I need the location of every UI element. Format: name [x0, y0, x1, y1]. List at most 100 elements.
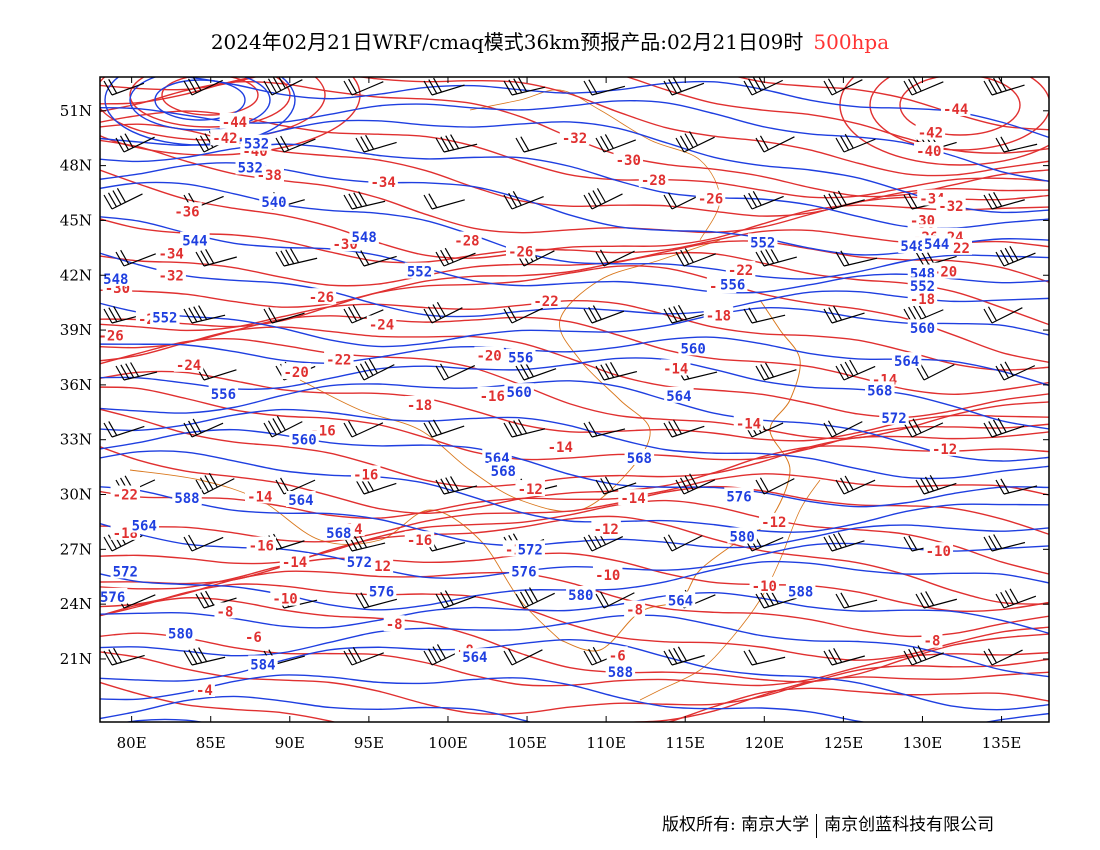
wind-barb-feather: [903, 650, 913, 666]
temperature-label: -32: [938, 199, 963, 215]
temperature-label: -10: [272, 592, 297, 608]
temperature-contour: [100, 445, 1049, 514]
wind-barb-feather: [113, 647, 123, 663]
wind-barb-feather: [275, 137, 285, 153]
wind-barb-feather: [423, 650, 433, 666]
lon-label: 85E: [196, 734, 226, 752]
wind-barb: [351, 652, 384, 666]
temperature-label-bg: [921, 631, 943, 648]
wind-barb-feather: [588, 306, 598, 322]
height-label: 584: [250, 657, 275, 673]
wind-barb-feather: [917, 645, 927, 660]
wind-barb-feather: [365, 134, 375, 150]
temperature-contour: [100, 499, 1049, 575]
wind-barb-feather: [828, 193, 838, 208]
temperature-contour: [100, 240, 1049, 287]
wind-barb: [671, 313, 706, 324]
wind-barb-feather: [115, 365, 125, 381]
temperature-contours: [100, 77, 1049, 722]
height-label: 548: [103, 272, 128, 288]
wind-barb: [843, 479, 876, 495]
height-label-bg: [488, 461, 519, 478]
wind-barb: [991, 199, 1025, 210]
height-label-bg: [515, 540, 545, 557]
height-label-bg: [150, 308, 180, 325]
wind-barb-feather: [188, 649, 198, 665]
wind-barb-feather: [199, 477, 209, 493]
height-label-bg: [110, 562, 141, 579]
height-label-bg: [907, 277, 938, 294]
wind-barb-feather: [103, 80, 113, 96]
wind-barb-feather: [680, 249, 690, 265]
wind-barb-feather: [423, 80, 433, 96]
wind-barb: [911, 422, 944, 438]
wind-barb: [271, 421, 303, 438]
wind-barb-feather: [503, 80, 513, 96]
wind-barb-feather: [193, 306, 203, 321]
wind-barb-feather: [604, 134, 614, 149]
wind-barb-feather: [348, 193, 358, 209]
wind-barb-feather: [1004, 361, 1014, 377]
wind-barb: [431, 425, 465, 438]
temperature-label: -14: [663, 361, 688, 377]
lat-label: 33N: [60, 431, 92, 449]
wind-barb-feather: [588, 534, 598, 550]
height-label: 552: [407, 265, 432, 281]
temperature-label: -24: [369, 318, 394, 334]
temperature-label-bg: [923, 542, 954, 559]
wind-barb-feather: [915, 593, 925, 609]
wind-barb: [283, 138, 316, 153]
lon-label: 110E: [586, 734, 626, 752]
height-label-bg: [865, 381, 895, 398]
wind-barb: [923, 364, 955, 381]
wind-barb: [111, 193, 143, 210]
wind-barb-feather: [995, 251, 1005, 267]
wind-barb-feather: [988, 79, 998, 94]
height-contour: [100, 216, 1049, 294]
height-label-bg: [898, 237, 928, 254]
wind-barb-feather: [680, 477, 690, 493]
height-label: 552: [910, 279, 935, 295]
wind-barb-feather: [993, 534, 1003, 549]
temperature-label: -28: [641, 173, 666, 189]
wind-barb: [1003, 365, 1036, 381]
wind-barb-feather: [428, 421, 438, 436]
wind-barb-feather: [748, 307, 758, 323]
footer-rights: 版权所有: 南京大学: [662, 815, 810, 835]
temperature-label: -26: [309, 290, 334, 306]
height-label: 576: [511, 564, 536, 580]
wind-barb-feather: [432, 419, 442, 435]
wind-barb-feather: [596, 188, 606, 203]
wind-barb: [763, 256, 797, 267]
wind-barb: [271, 312, 305, 324]
wind-barb: [203, 256, 237, 267]
wind-barb: [363, 141, 397, 153]
wind-barb-feather: [272, 77, 282, 91]
wind-barb-feather: [343, 422, 353, 438]
wind-barb-feather: [520, 136, 530, 151]
wind-barb: [671, 425, 705, 438]
wind-barb-feather: [195, 479, 205, 495]
temperature-label: -16: [353, 467, 378, 483]
wind-barb-feather: [755, 479, 765, 495]
wind-barb-feather: [1009, 246, 1019, 261]
lon-label: 95E: [354, 734, 384, 752]
wind-barb-feather: [112, 190, 122, 205]
temperature-label: -16: [480, 389, 505, 405]
wind-barb: [511, 649, 543, 666]
wind-barb-feather: [588, 421, 598, 437]
wind-barb-feather: [1000, 136, 1010, 152]
wind-barb: [271, 79, 303, 96]
temperature-label-bg: [474, 346, 504, 363]
wind-barb: [123, 253, 156, 267]
lat-label: 24N: [60, 595, 92, 613]
height-label: 588: [174, 491, 199, 507]
wind-barb-feather: [276, 415, 286, 431]
height-label-bg: [678, 339, 708, 356]
temperature-label-bg: [545, 438, 576, 455]
wind-barb-feather: [1000, 591, 1010, 607]
height-contour: [129, 77, 271, 131]
temperature-label-bg: [759, 512, 789, 529]
wind-barb-feather: [355, 251, 365, 267]
wind-barb: [751, 422, 784, 438]
